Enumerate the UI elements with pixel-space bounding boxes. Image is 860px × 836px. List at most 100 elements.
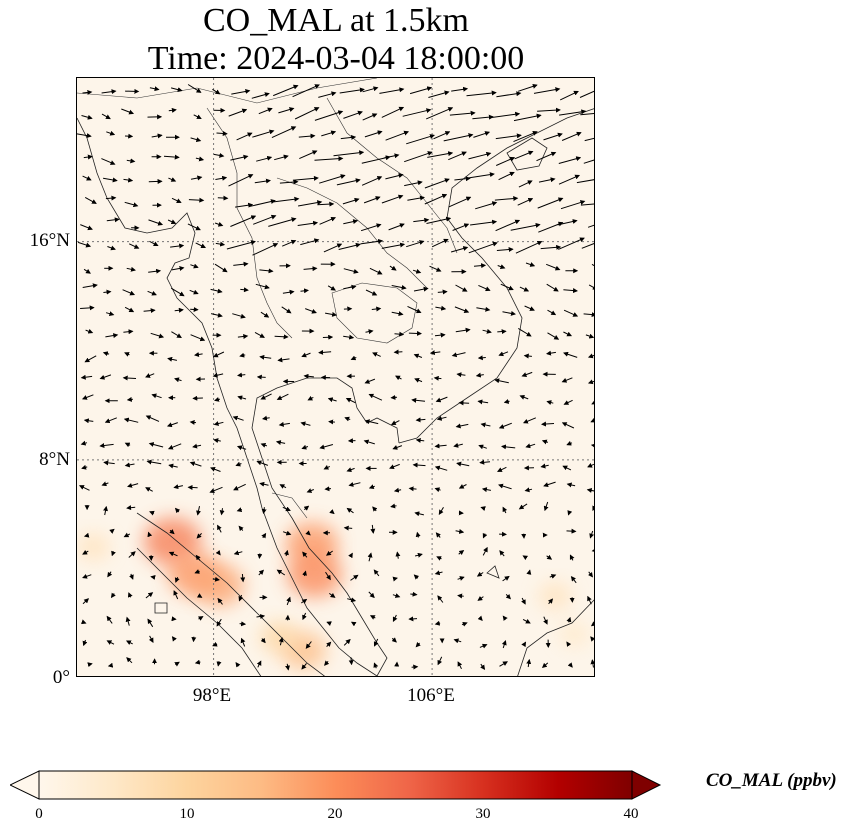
plot-title-field: CO_MAL at 1.5km [202, 2, 469, 39]
wind-arrow [170, 287, 185, 297]
wind-arrow [347, 597, 357, 603]
wind-arrow [540, 463, 549, 469]
wind-arrow [194, 659, 201, 665]
wind-arrow [479, 459, 491, 465]
wind-arrow [171, 197, 182, 203]
wind-arrow [390, 420, 400, 425]
wind-arrow [385, 130, 410, 141]
wind-arrow [361, 176, 383, 186]
co-hotspot-9 [558, 621, 590, 648]
wind-arrow [496, 247, 514, 253]
wind-arrow [434, 443, 447, 449]
wind-arrow [299, 150, 318, 160]
wind-arrow [238, 525, 244, 532]
wind-arrow [168, 107, 177, 113]
wind-arrow [240, 573, 246, 583]
wind-arrow [434, 465, 448, 471]
wind-arrow [543, 501, 549, 512]
wind-arrow [515, 240, 543, 254]
wind-arrow [456, 461, 470, 467]
wind-arrow [324, 486, 332, 492]
wind-arrow [148, 442, 164, 448]
wind-arrow [219, 508, 225, 516]
wind-arrow [362, 86, 379, 93]
wind-arrow [475, 372, 484, 378]
wind-arrow [533, 87, 561, 94]
wind-arrow [277, 357, 290, 363]
wind-arrow [501, 640, 507, 649]
wind-arrow [239, 621, 247, 627]
wind-arrow [583, 312, 594, 318]
wind-arrow [318, 91, 337, 98]
wind-arrow [212, 351, 225, 358]
wind-arrow [586, 488, 594, 493]
wind-arrow [541, 662, 549, 669]
wind-arrow [212, 641, 218, 647]
wind-arrow [365, 289, 378, 296]
wind-arrow [495, 156, 516, 166]
wind-arrow [524, 487, 533, 493]
wind-arrow [268, 217, 297, 227]
wind-arrow [262, 415, 270, 421]
wind-arrow [215, 550, 221, 556]
wind-arrow [197, 616, 204, 621]
wind-arrow [110, 592, 116, 599]
wind-arrow [521, 597, 526, 605]
wind-arrow [123, 417, 139, 423]
wind-arrow [273, 84, 299, 97]
colorbar [10, 770, 662, 800]
wind-arrow [171, 636, 177, 642]
wind-arrow [362, 113, 378, 121]
wind-arrow [541, 439, 549, 445]
wind-arrow [580, 203, 594, 206]
wind-arrow [395, 375, 402, 381]
wind-arrow [213, 438, 221, 444]
wind-arrow [426, 107, 454, 120]
wind-arrow [217, 597, 223, 605]
coastline-vietnam [398, 108, 594, 444]
wind-arrow [343, 334, 355, 340]
wind-arrow [151, 393, 162, 399]
wind-arrow [300, 421, 311, 427]
wind-arrow [513, 113, 542, 122]
wind-arrow [325, 311, 338, 317]
wind-arrow [468, 241, 498, 254]
wind-arrow [126, 640, 133, 646]
wind-arrow [363, 439, 375, 445]
wind-arrow [435, 396, 448, 403]
wind-arrow [591, 263, 594, 267]
wind-arrow [496, 91, 522, 98]
co-hotspot-7 [77, 533, 111, 562]
coastline-borneo [517, 599, 594, 676]
wind-arrow [80, 374, 93, 380]
wind-arrow [148, 178, 163, 184]
wind-arrow [505, 593, 511, 600]
coastline-west-peninsula [77, 117, 378, 676]
wind-arrow [563, 309, 579, 317]
wind-arrow [173, 590, 179, 600]
wind-arrow [448, 196, 472, 208]
wind-arrow [345, 398, 356, 404]
wind-arrow [437, 595, 444, 603]
wind-arrow [126, 657, 133, 664]
wind-arrow [477, 355, 486, 361]
wind-arrow [256, 374, 266, 380]
wind-arrow [521, 371, 533, 377]
wind-arrow [503, 399, 510, 404]
wind-arrow [392, 445, 403, 450]
wind-arrow [547, 598, 554, 605]
wind-arrow [482, 546, 488, 556]
wind-arrow [106, 217, 120, 223]
lat-tick-label-8n: 8°N [39, 449, 70, 470]
wind-arrow [414, 552, 423, 558]
wind-arrow [363, 196, 381, 204]
coastline-hainan [506, 137, 548, 171]
wind-arrow [443, 133, 474, 142]
wind-arrow [477, 615, 483, 622]
wind-arrow [414, 378, 423, 383]
wind-arrow [259, 354, 272, 360]
wind-arrow [81, 464, 88, 470]
wind-arrow [259, 268, 274, 274]
wind-arrow [475, 201, 498, 210]
wind-arrow [126, 158, 136, 164]
